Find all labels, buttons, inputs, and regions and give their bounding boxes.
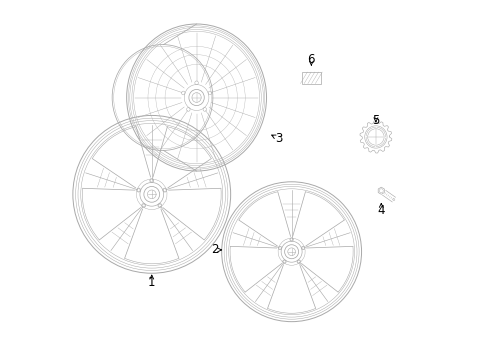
- Bar: [302, 72, 320, 84]
- Text: 3: 3: [275, 132, 283, 145]
- Text: 5: 5: [372, 114, 380, 127]
- Text: 2: 2: [211, 243, 218, 256]
- Text: 1: 1: [148, 276, 155, 289]
- Text: 4: 4: [377, 204, 385, 217]
- Text: 6: 6: [308, 53, 315, 66]
